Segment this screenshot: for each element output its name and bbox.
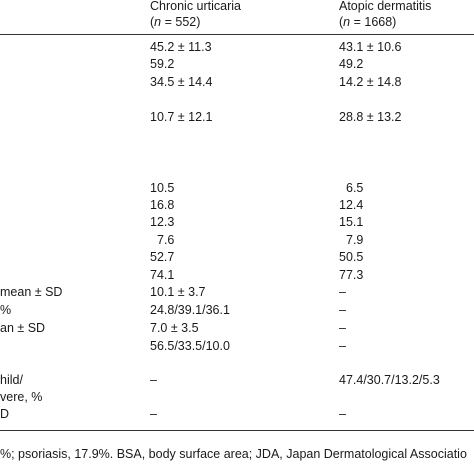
cell: 12.3: [150, 215, 175, 229]
cell: –: [339, 303, 346, 317]
cell: 24.8/39.1/36.1: [150, 303, 230, 317]
cell: –: [150, 407, 157, 421]
row-label: mean ± SD: [0, 285, 63, 299]
row-label: vere, %: [0, 390, 43, 404]
row-label: %: [0, 303, 12, 317]
cell: 52.7: [150, 250, 175, 264]
cell: 7.9: [346, 233, 364, 247]
column-n: (n = 1668): [339, 15, 396, 30]
cell: 10.7 ± 12.1: [150, 110, 213, 124]
cell: 7.6: [157, 233, 175, 247]
row-label: an ± SD: [0, 321, 46, 335]
cell: 7.0 ± 3.5: [150, 321, 199, 335]
cell: 45.2 ± 11.3: [150, 40, 212, 54]
cell: 12.4: [339, 198, 364, 212]
n-part: = 552): [161, 15, 201, 29]
cell: 34.5 ± 14.4: [150, 75, 213, 89]
column-n: (n = 552): [150, 15, 200, 30]
cell: –: [339, 339, 346, 353]
cell: 77.3: [339, 268, 364, 282]
cell: 56.5/33.5/10.0: [150, 339, 230, 353]
cell: 59.2: [150, 57, 175, 71]
rule: [0, 34, 474, 35]
n-part: = 1668): [350, 15, 397, 29]
cell: 14.2 ± 14.8: [339, 75, 402, 89]
cell: 49.2: [339, 57, 364, 71]
cell: –: [339, 321, 346, 335]
n-part: (: [150, 15, 155, 29]
cell: 50.5: [339, 250, 364, 264]
cell: 43.1 ± 10.6: [339, 40, 402, 54]
cell: 10.1 ± 3.7: [150, 285, 206, 299]
cell: 6.5: [346, 181, 364, 195]
row-label: hild/: [0, 373, 23, 387]
cell: –: [339, 285, 346, 299]
footnote: %; psoriasis, 17.9%. BSA, body surface a…: [0, 447, 467, 461]
n-part: n: [343, 15, 351, 29]
cell: 10.5: [150, 181, 175, 195]
row-label: D: [0, 407, 10, 421]
cell: 47.4/30.7/13.2/5.3: [339, 373, 440, 387]
cell: 16.8: [150, 198, 175, 212]
n-part: n: [154, 15, 162, 29]
column-title: Chronic urticaria: [150, 0, 242, 13]
rule: [0, 430, 474, 431]
cell: 28.8 ± 13.2: [339, 110, 402, 124]
cell: –: [339, 407, 346, 421]
column-title: Atopic dermatitis: [339, 0, 432, 13]
n-part: (: [339, 15, 344, 29]
cell: 74.1: [150, 268, 175, 282]
cell: 15.1: [339, 215, 364, 229]
cell: –: [150, 373, 157, 387]
